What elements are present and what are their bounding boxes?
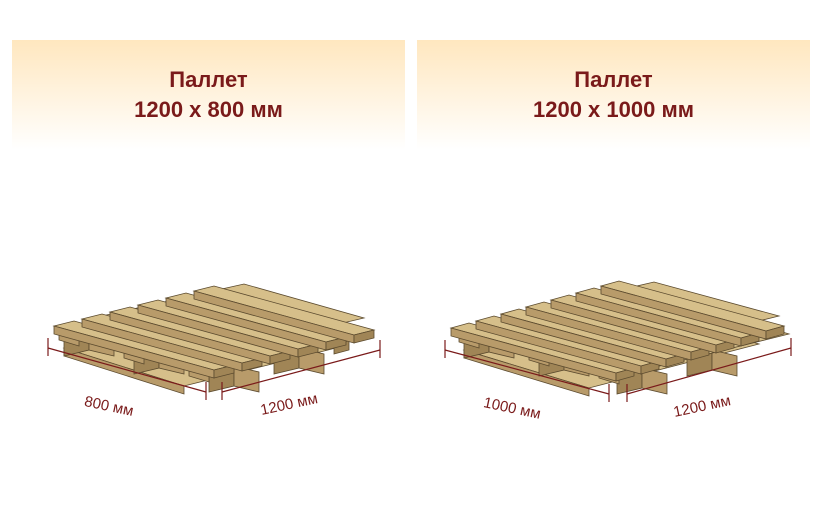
pallet-panel-1: Паллет 1200 х 800 мм: [12, 40, 405, 459]
pallet-title: Паллет: [574, 67, 652, 93]
pallet-comparison: Паллет 1200 х 800 мм: [0, 0, 822, 519]
pallet-diagram-area-1: 800 мм 1200 мм: [12, 150, 405, 459]
pallet-subtitle: 1200 х 800 мм: [134, 97, 283, 123]
header-band-2: Паллет 1200 х 1000 мм: [417, 40, 810, 150]
pallet-subtitle: 1200 х 1000 мм: [533, 97, 694, 123]
pallet-title: Паллет: [169, 67, 247, 93]
pallet-diagram-area-2: 1000 мм 1200 мм: [417, 150, 810, 459]
pallet-svg-2: [429, 190, 799, 430]
header-band-1: Паллет 1200 х 800 мм: [12, 40, 405, 150]
pallet-panel-2: Паллет 1200 х 1000 мм: [417, 40, 810, 459]
